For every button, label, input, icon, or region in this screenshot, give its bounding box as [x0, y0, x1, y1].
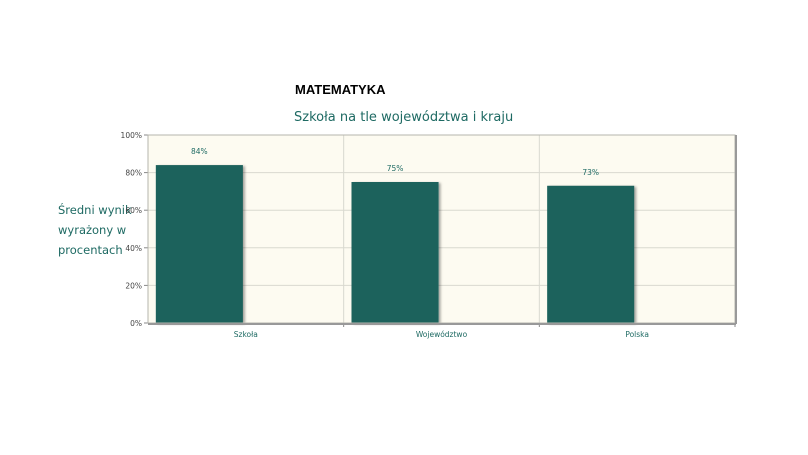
- chart-title: Szkoła na tle województwa i kraju: [294, 110, 514, 125]
- y-tick-label: 100%: [121, 131, 142, 140]
- x-tick-label: Województwo: [416, 330, 468, 339]
- data-label: 75%: [387, 164, 404, 173]
- y-axis-label-line: Średni wynik: [58, 203, 132, 217]
- bar: [155, 165, 243, 323]
- y-axis-label: Średni wynik wyrażony w procentach: [58, 200, 138, 260]
- x-tick-label: Szkoła: [234, 330, 258, 339]
- y-axis-label-line: wyrażony w: [58, 223, 127, 237]
- y-tick-label: 60%: [125, 206, 142, 215]
- y-axis-label-line: procentach: [58, 243, 123, 257]
- y-tick-label: 40%: [125, 244, 142, 253]
- y-tick-label: 0%: [130, 319, 142, 328]
- data-label: 84%: [191, 147, 208, 156]
- y-tick-label: 80%: [125, 169, 142, 178]
- bar: [547, 185, 635, 323]
- data-label: 73%: [582, 168, 599, 177]
- page-heading: MATEMATYKA: [295, 82, 386, 97]
- y-tick-label: 20%: [125, 281, 142, 290]
- x-tick-label: Polska: [625, 330, 649, 339]
- bar: [351, 182, 439, 323]
- plot-area: [148, 135, 735, 323]
